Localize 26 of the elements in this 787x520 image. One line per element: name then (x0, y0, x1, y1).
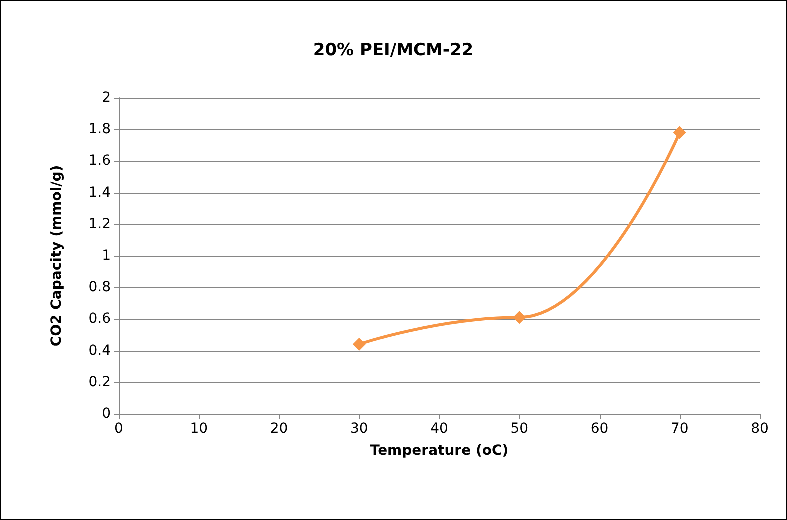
y-tick-label: 0.8 (88, 280, 111, 296)
x-tick-label: 40 (430, 421, 448, 437)
point (673, 126, 686, 140)
x-tick-label: 30 (350, 421, 368, 437)
y-tick-label: 2 (102, 90, 111, 106)
y-tick-label: 1.2 (88, 216, 111, 232)
y-tick-label: 1.6 (88, 153, 112, 170)
x-tick-label: 20 (270, 421, 288, 437)
y-tick-label: 0.4 (88, 342, 112, 359)
y-tick-label: 1 (102, 248, 111, 264)
y-tick-label: 1.8 (88, 122, 111, 138)
x-tick-label: 60 (590, 421, 609, 437)
point (513, 311, 526, 324)
x-tick-label: 50 (510, 421, 529, 437)
x-axis-title: Temperature (oC) (370, 443, 509, 459)
x-tick-label: 0 (114, 421, 124, 437)
y-tick-label: 1.4 (88, 184, 112, 201)
y-tick-label: 0.6 (88, 311, 112, 328)
x-tick-label: 80 (751, 421, 769, 437)
x-tick-label: 70 (670, 421, 689, 437)
y-tick-label: 0.2 (88, 374, 111, 390)
y-axis-title: CO2 Capacity (mmol/g) (49, 165, 65, 347)
y-tick-label: 0 (102, 406, 111, 422)
x-tick-label: 10 (190, 421, 208, 437)
chart-title: 20% PEI/MCM-22 (313, 40, 474, 60)
point (352, 338, 366, 351)
